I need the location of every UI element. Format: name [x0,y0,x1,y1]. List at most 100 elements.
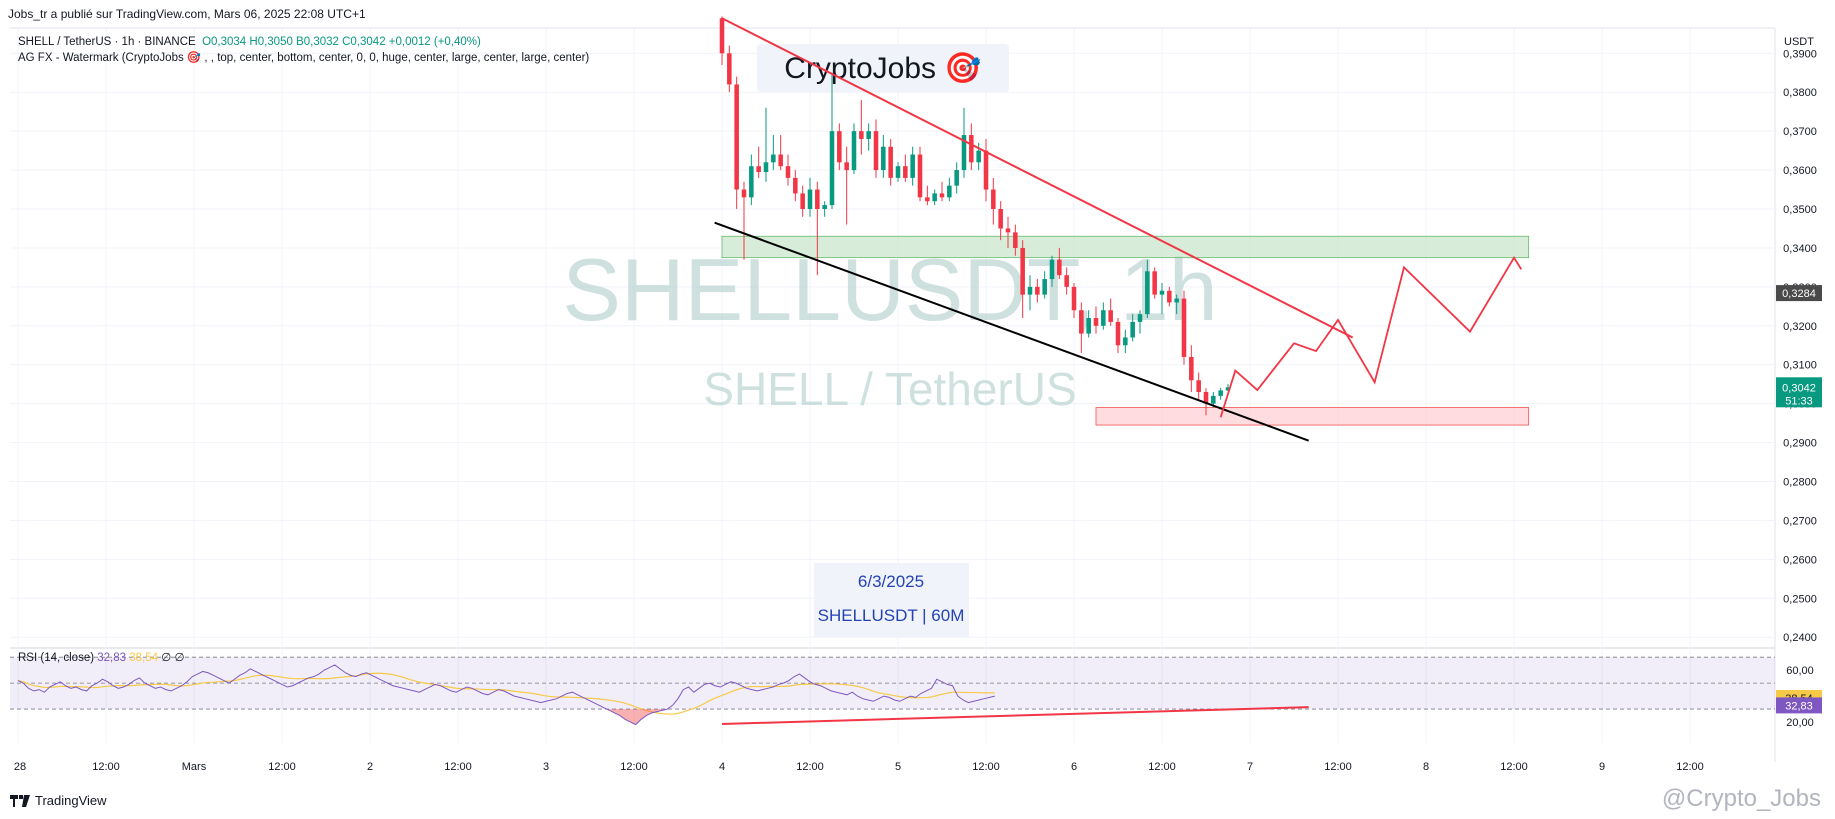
candle [837,123,842,171]
candle-body [1115,321,1121,346]
rsi-extra-value: ∅ ∅ [161,652,185,664]
candle-body [1203,391,1209,404]
level-price-badge [1776,285,1822,302]
candle-body [749,166,754,198]
candle-body [837,131,842,163]
candle-body [734,84,739,190]
candle [1159,282,1165,315]
resistance-zone [721,235,1530,259]
candle [1167,286,1172,307]
level-price-value: 0,3284 [1782,288,1816,300]
author-watermark: @Crypto_Jobs [1661,785,1821,812]
candle [1174,294,1179,315]
candle [829,72,835,210]
candle-body [925,197,930,202]
candle [859,100,864,155]
candle-body [895,166,901,178]
candle [991,177,996,225]
candle [925,185,930,206]
candle-body [859,131,864,139]
countdown-value: 51:33 [1785,395,1813,407]
pair-timeframe-label: SHELLUSDT | 60M [818,606,965,625]
last-price-value: 0,3042 [1782,382,1816,394]
candle-body [741,189,747,198]
y-tick-label: 0,3200 [1783,321,1817,333]
axes: 0,39000,38000,37000,36000,35000,34000,33… [14,48,1822,773]
candle-body [1211,395,1216,404]
candle-body [969,135,974,163]
rsi-line [17,664,995,726]
support-zone [1095,407,1530,426]
candle [734,76,739,210]
candle [1101,302,1106,330]
y-tick-label: 0,3500 [1783,204,1817,216]
indicator-line[interactable]: AG FX - Watermark (CryptoJobs 🎯 , , top,… [18,52,590,64]
brand-watermark: CryptoJobs 🎯 [784,51,981,85]
symbol-line[interactable]: SHELL / TetherUS · 1h · BINANCE [18,36,196,48]
x-tick-label: 6 [1071,761,1077,773]
x-tick-label: 5 [895,761,901,773]
candle [910,146,915,186]
candle-body [1167,290,1172,303]
candle [873,119,879,178]
rsi-y-tick-label: 60,00 [1786,665,1814,677]
candle [1181,290,1187,365]
candle-body [1152,271,1157,295]
candle-body [1123,337,1128,346]
rsi-trendline [721,706,1309,725]
candle-body [1130,321,1135,338]
candle [1013,224,1018,256]
candle [1196,372,1201,400]
rsi-ma-value: 38,54 [129,652,159,664]
price-unit-label[interactable]: USDT [1784,36,1814,48]
x-tick-label: 9 [1599,761,1605,773]
rsi-pane [10,656,1775,726]
candle [800,185,805,217]
candle-body [917,154,923,198]
rsi-legend[interactable]: RSI (14, close) 32,83 38,54 ∅ ∅ [18,650,184,664]
tradingview-brand-label: TradingView [35,793,107,808]
candle [1020,240,1025,319]
candle-body [998,209,1003,229]
candle-body [1020,247,1025,295]
candle [961,107,967,178]
y-tick-label: 0,3100 [1783,360,1817,372]
candle-body [1101,310,1106,326]
y-tick-label: 0,2700 [1783,515,1817,527]
candle-body [800,193,805,210]
projected-path [1219,255,1523,418]
y-tick-label: 0,2600 [1783,554,1817,566]
ohlc-values: O0,3034 H0,3050 B0,3032 C0,3042 +0,0012 … [202,36,481,48]
rsi-value-badge [1776,697,1822,714]
candle-body [910,154,915,178]
rsi-y-tick-label: 20,00 [1786,717,1814,729]
candle-body [991,189,996,210]
x-tick-label: 2 [367,761,373,773]
candle [1130,314,1135,342]
candle-body [1086,318,1091,334]
candle [771,135,776,171]
candle [1145,259,1150,319]
rsi-name: RSI (14, close) [18,652,95,664]
candle-body [785,166,791,178]
date-label: 6/3/2025 [858,572,924,591]
candle-body [771,154,776,163]
x-tick-label: 8 [1423,761,1429,773]
x-tick-label: 12:00 [1500,761,1528,773]
candle [1071,282,1077,319]
candle [807,177,813,217]
candle [793,170,798,202]
candle [756,146,761,178]
candle-body [866,131,871,139]
candle [998,201,1003,241]
y-tick-label: 0,2800 [1783,477,1817,489]
candle [1057,247,1062,280]
candle-body [1196,380,1201,392]
y-tick-label: 0,2500 [1783,593,1817,605]
candle [763,107,769,182]
x-tick-label: 28 [14,761,26,773]
x-tick-label: 7 [1247,761,1253,773]
brand-watermark-bg [757,44,1009,92]
tradingview-brand[interactable]: TradingView [10,793,107,808]
